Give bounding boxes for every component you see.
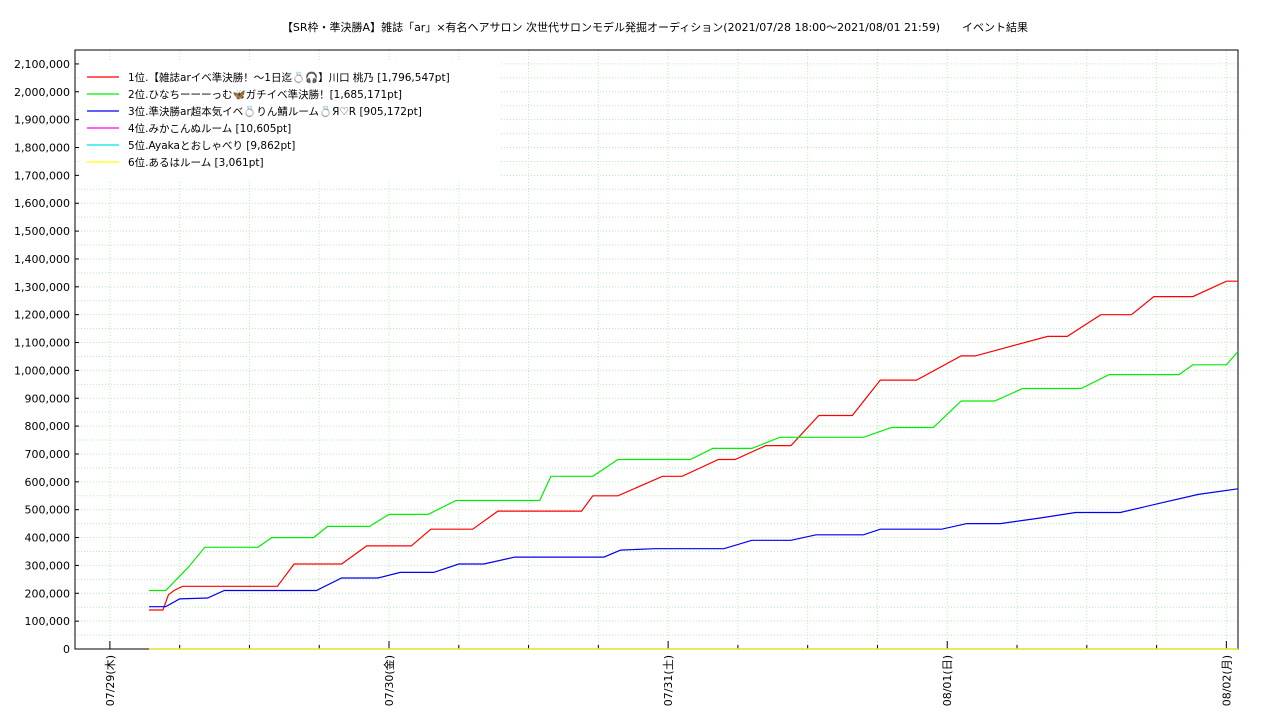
y-tick-label: 100,000 — [25, 615, 71, 628]
y-tick-label: 2,100,000 — [14, 58, 70, 71]
y-tick-label: 1,600,000 — [14, 197, 70, 210]
y-tick-label: 1,300,000 — [14, 281, 70, 294]
legend: 1位.【雑誌arイベ準決勝！〜1日迄💍🎧】川口 桃乃 [1,796,547pt]… — [80, 62, 500, 180]
legend-label: 1位.【雑誌arイベ準決勝！〜1日迄💍🎧】川口 桃乃 [1,796,547pt] — [128, 71, 450, 84]
legend-label: 3位.準決勝ar超本気イベ💍りん鯖ルーム💍Я♡R [905,172pt] — [128, 105, 422, 118]
y-tick-label: 400,000 — [25, 532, 71, 545]
y-tick-label: 700,000 — [25, 448, 71, 461]
legend-label: 6位.あるはルーム [3,061pt] — [128, 156, 264, 169]
series-line-1 — [149, 280, 1238, 611]
y-tick-label: 200,000 — [25, 587, 71, 600]
series-line-3 — [149, 488, 1239, 608]
legend-label: 4位.みかこんぬルーム [10,605pt] — [128, 122, 291, 135]
series-line-2 — [149, 351, 1239, 592]
y-tick-label: 900,000 — [25, 392, 71, 405]
y-tick-label: 0 — [63, 643, 70, 656]
x-tick-label: 08/02(月) — [1220, 655, 1233, 706]
series-lines — [149, 280, 1239, 650]
y-tick-label: 600,000 — [25, 476, 71, 489]
y-tick-label: 1,400,000 — [14, 253, 70, 266]
chart-title: 【SR枠・準決勝A】雑誌「ar」×有名ヘアサロン 次世代サロンモデル発掘オーディ… — [281, 21, 1029, 34]
y-tick-label: 500,000 — [25, 504, 71, 517]
y-tick-label: 1,500,000 — [14, 225, 70, 238]
y-tick-label: 1,700,000 — [14, 169, 70, 182]
legend-label: 5位.Ayakaとおしゃべり [9,862pt] — [128, 139, 295, 152]
y-tick-label: 1,200,000 — [14, 309, 70, 322]
y-tick-label: 1,000,000 — [14, 364, 70, 377]
y-tick-label: 300,000 — [25, 559, 71, 572]
y-tick-label: 2,000,000 — [14, 86, 70, 99]
x-tick-label: 07/29(木) — [104, 655, 117, 706]
legend-label: 2位.ひなちーーーっむ🦋ガチイベ準決勝！[1,685,171pt] — [128, 88, 402, 101]
axes: 0 100,000 200,000 300,000 400,000 500,000 600,… — [14, 49, 1239, 706]
legend-box — [80, 62, 500, 180]
x-tick-label: 07/30(金) — [382, 655, 396, 706]
y-tick-label: 1,100,000 — [14, 337, 70, 350]
x-tick-label: 07/31(土) — [662, 655, 675, 706]
y-tick-label: 1,800,000 — [14, 142, 70, 155]
x-tick-label: 08/01(日) — [941, 655, 954, 706]
y-tick-label: 1,900,000 — [14, 114, 70, 127]
y-tick-label: 800,000 — [25, 420, 71, 433]
